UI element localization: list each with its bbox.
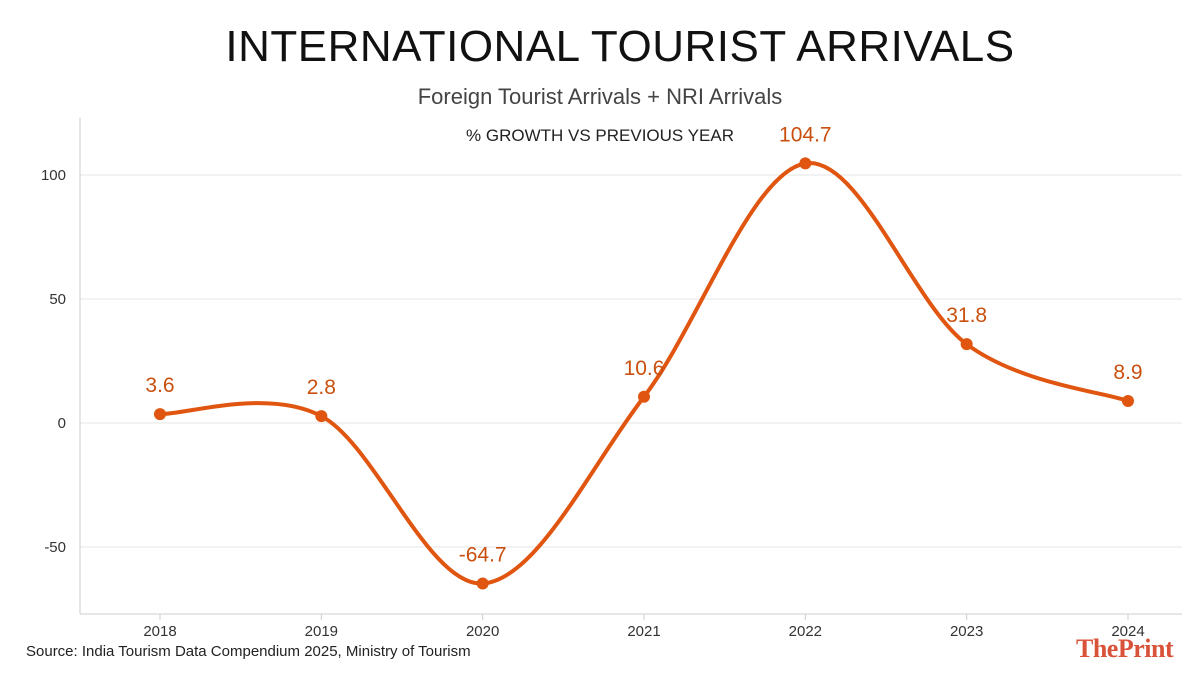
data-label: 2.8 [307, 376, 336, 399]
data-point [315, 410, 328, 423]
x-tick-label: 2023 [950, 623, 983, 640]
grid-layer [80, 174, 1182, 548]
data-point [1122, 394, 1134, 407]
data-point [154, 408, 166, 421]
chart-inner-title: % GROWTH VS PREVIOUS YEAR [466, 126, 734, 145]
y-tick-label: -50 [44, 539, 66, 556]
logo-part-print: Print [1117, 634, 1174, 663]
data-point [960, 338, 973, 351]
x-tick-label: 2019 [305, 623, 338, 640]
theprint-logo: ThePrint [1076, 634, 1174, 664]
data-label: 104.7 [779, 123, 832, 146]
data-label: 31.8 [946, 304, 987, 327]
data-label: -64.7 [459, 543, 507, 566]
chart-subtitle: Foreign Tourist Arrivals + NRI Arrivals [417, 84, 783, 109]
series-layer [154, 157, 1134, 590]
x-tick-label: 2021 [627, 623, 660, 640]
y-tick-label: 100 [41, 167, 66, 184]
data-point [476, 577, 489, 590]
data-point [638, 390, 650, 403]
source-note: Source: India Tourism Data Compendium 20… [26, 643, 471, 660]
x-tick-label: 2018 [143, 623, 176, 640]
x-tick-label: 2022 [789, 623, 822, 640]
x-tick-label: 2024 [1111, 623, 1144, 640]
data-label: 3.6 [145, 374, 174, 397]
axis-layer: -50 0 50 100 2018 2019 2020 2021 2022 2023 2024 [41, 118, 1182, 640]
data-label: 8.9 [1113, 361, 1142, 384]
y-tick-label: 50 [49, 291, 66, 308]
data-label: 10.6 [624, 357, 665, 380]
data-point [799, 157, 812, 170]
label-layer: 3.6 2.8 -64.7 10.6 104.7 31.8 8.9 [145, 123, 1142, 566]
y-tick-label: 0 [58, 415, 66, 432]
chart-title: INTERNATIONAL TOURIST ARRIVALS [225, 22, 1015, 71]
logo-part-the: The [1076, 634, 1118, 663]
x-tick-label: 2020 [466, 623, 499, 640]
